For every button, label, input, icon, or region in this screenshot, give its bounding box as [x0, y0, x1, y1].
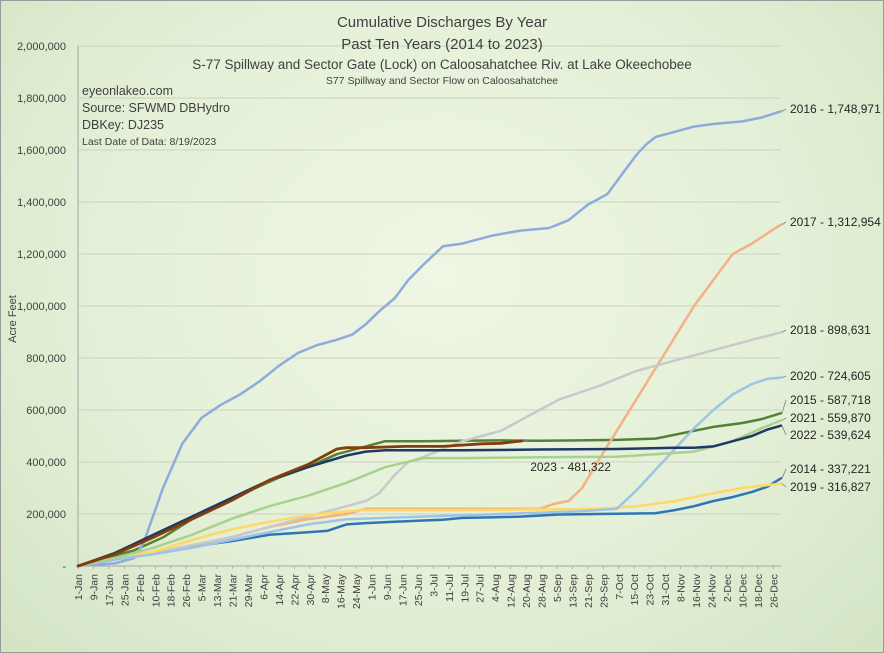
- y-tick-label: -: [62, 561, 66, 573]
- x-tick-label: 1-Jan: [73, 574, 85, 600]
- series-line-2021: [76, 419, 783, 568]
- x-tick-label: 13-Sep: [567, 574, 579, 608]
- series-label-2023: 2023 - 481,322: [530, 460, 611, 474]
- x-tick-label: 16-Nov: [691, 573, 703, 608]
- x-tick-label: 30-Apr: [305, 573, 317, 605]
- db-key: DBKey: DJ235: [82, 118, 164, 132]
- leader-line: [781, 108, 787, 112]
- x-tick-label: 18-Dec: [753, 574, 765, 608]
- series-label-2016: 2016 - 1,748,971: [790, 102, 881, 116]
- x-tick-label: 25-Jun: [413, 574, 425, 606]
- x-tick-label: 24-May: [351, 573, 363, 609]
- series-line-2022: [76, 424, 783, 568]
- series-line-2017: [76, 223, 783, 568]
- x-tick-label: 15-Oct: [629, 574, 641, 606]
- x-tick-label: 18-Feb: [166, 574, 178, 607]
- x-tick-label: 1-Jun: [367, 574, 379, 600]
- series-label-2019: 2019 - 316,827: [790, 480, 871, 494]
- x-tick-label: 21-Sep: [583, 574, 595, 608]
- x-tick-label: 3-Jul: [428, 574, 440, 597]
- x-tick-label: 12-Aug: [506, 574, 518, 608]
- x-tick-label: 31-Oct: [660, 574, 672, 606]
- x-tick-label: 9-Jun: [382, 574, 394, 600]
- x-tick-label: 21-Mar: [228, 574, 240, 608]
- y-tick-label: 400,000: [26, 457, 66, 469]
- x-tick-label: 25-Jan: [119, 574, 131, 606]
- series-line-2023: [76, 439, 524, 568]
- series-label-2020: 2020 - 724,605: [790, 369, 871, 383]
- x-tick-label: 4-Aug: [490, 574, 502, 602]
- x-tick-label: 5-Sep: [552, 574, 564, 602]
- leader-line: [781, 468, 787, 479]
- x-tick-label: 8-Nov: [676, 573, 688, 602]
- x-tick-label: 26-Feb: [181, 574, 193, 607]
- data-source: Source: SFWMD DBHydro: [82, 101, 230, 115]
- series-label-2018: 2018 - 898,631: [790, 323, 871, 337]
- y-tick-label: 1,600,000: [17, 145, 66, 157]
- leader-line: [781, 329, 787, 333]
- leader-line: [781, 375, 787, 378]
- x-tick-label: 10-Dec: [737, 574, 749, 608]
- x-tick-label: 29-Sep: [598, 574, 610, 608]
- leader-line: [781, 399, 787, 414]
- series-label-2017: 2017 - 1,312,954: [790, 215, 881, 229]
- x-tick-label: 29-Mar: [243, 574, 255, 608]
- y-tick-label: 1,800,000: [17, 93, 66, 105]
- last-data-date: Last Date of Data: 8/19/2023: [82, 136, 217, 148]
- x-tick-label: 6-Apr: [258, 574, 270, 600]
- y-tick-label: 800,000: [26, 353, 66, 365]
- series-label-2015: 2015 - 587,718: [790, 393, 871, 407]
- x-tick-label: 11-Jul: [444, 574, 456, 602]
- x-tick-label: 7-Oct: [614, 574, 626, 600]
- x-tick-label: 17-Jan: [104, 574, 116, 606]
- y-tick-label: 1,000,000: [17, 301, 66, 313]
- x-tick-label: 17-Jun: [397, 574, 409, 606]
- x-tick-label: 24-Nov: [706, 573, 718, 608]
- source-website: eyeonlakeo.com: [82, 84, 174, 98]
- leader-line: [781, 417, 787, 421]
- y-tick-label: 2,000,000: [17, 41, 66, 53]
- y-tick-label: 1,200,000: [17, 249, 66, 261]
- x-tick-label: 19-Jul: [459, 574, 471, 603]
- leader-line: [781, 483, 787, 488]
- chart-title-line-2: Past Ten Years (2014 to 2023): [341, 36, 543, 53]
- chart-subtitle: S77 Spillway and Sector Flow on Caloosah…: [325, 75, 559, 87]
- series-line-2019: [76, 482, 783, 568]
- x-tick-label: 5-Mar: [197, 573, 209, 601]
- series-line-2018: [76, 331, 783, 568]
- x-tick-label: 26-Dec: [768, 574, 780, 608]
- y-tick-label: 1,400,000: [17, 197, 66, 209]
- x-tick-label: 20-Aug: [521, 574, 533, 608]
- x-tick-label: 9-Jan: [88, 574, 100, 600]
- series-label-2021: 2021 - 559,870: [790, 411, 871, 425]
- x-tick-label: 2-Dec: [722, 574, 734, 602]
- x-tick-label: 23-Oct: [645, 574, 657, 606]
- x-tick-label: 27-Jul: [475, 574, 487, 603]
- chart-title-line-1: Cumulative Discharges By Year: [336, 14, 548, 31]
- series-line-2016: [76, 110, 783, 568]
- x-tick-label: 22-Apr: [289, 573, 301, 605]
- x-tick-label: 13-Mar: [212, 574, 224, 608]
- y-tick-label: 200,000: [26, 509, 66, 521]
- x-tick-label: 10-Feb: [150, 574, 162, 607]
- x-tick-label: 14-Apr: [274, 573, 286, 605]
- chart-title-line-3: S-77 Spillway and Sector Gate (Lock) on …: [192, 57, 692, 72]
- leader-line: [781, 425, 787, 436]
- y-tick-label: 600,000: [26, 405, 66, 417]
- x-tick-label: 8-May: [320, 573, 332, 603]
- series-line-2014: [76, 477, 783, 568]
- x-tick-label: 28-Aug: [537, 574, 549, 608]
- series-label-2022: 2022 - 539,624: [790, 428, 871, 442]
- series-line-2020: [76, 376, 783, 568]
- y-axis-label: Acre Feet: [7, 295, 19, 343]
- series-label-2014: 2014 - 337,221: [790, 462, 871, 476]
- x-tick-label: 2-Feb: [135, 574, 147, 602]
- leader-line: [781, 221, 787, 225]
- x-tick-label: 16-May: [336, 573, 348, 609]
